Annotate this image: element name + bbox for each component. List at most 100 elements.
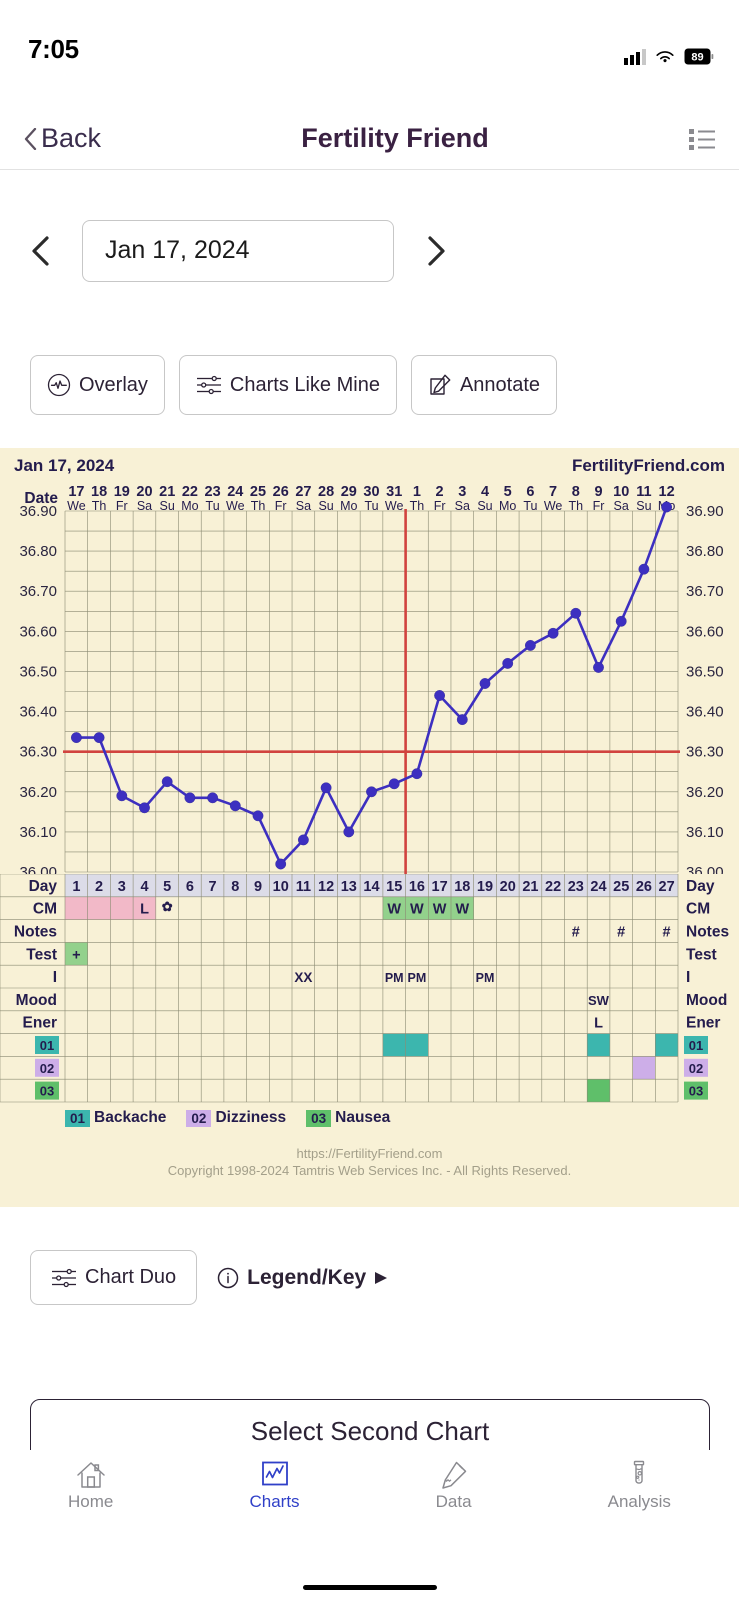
svg-text:9: 9 [594, 484, 602, 500]
svg-text:36.90: 36.90 [686, 503, 724, 520]
svg-text:13: 13 [341, 879, 357, 895]
svg-text:9: 9 [254, 879, 262, 895]
svg-text:6: 6 [526, 484, 534, 500]
svg-text:19: 19 [114, 484, 130, 500]
svg-text:Notes: Notes [14, 924, 57, 941]
svg-text:21: 21 [159, 484, 175, 500]
svg-text:26: 26 [636, 879, 652, 895]
svg-text:36.50: 36.50 [686, 663, 724, 680]
svg-text:3: 3 [118, 879, 126, 895]
svg-text:17: 17 [68, 484, 84, 500]
svg-text:L: L [594, 1016, 603, 1032]
svg-text:4: 4 [140, 879, 148, 895]
svg-text:36.70: 36.70 [19, 583, 57, 600]
svg-text:18: 18 [91, 484, 107, 500]
svg-text:Test: Test [26, 946, 57, 963]
svg-text:5: 5 [163, 879, 171, 895]
svg-text:31: 31 [386, 484, 402, 500]
svg-text:23: 23 [205, 484, 221, 500]
svg-text:I: I [686, 969, 690, 986]
svg-text:5: 5 [504, 484, 512, 500]
svg-text:22: 22 [182, 484, 198, 500]
svg-text:03: 03 [689, 1084, 703, 1099]
svg-text:02: 02 [40, 1061, 54, 1076]
svg-text:20: 20 [500, 879, 516, 895]
svg-text:36.30: 36.30 [19, 744, 57, 761]
svg-text:Mood: Mood [686, 992, 727, 1009]
svg-text:8: 8 [231, 879, 239, 895]
svg-text:02: 02 [689, 1061, 703, 1076]
svg-text:36.10: 36.10 [19, 824, 57, 841]
svg-text:XX: XX [294, 970, 312, 985]
svg-text:SW: SW [588, 993, 610, 1008]
svg-text:PM: PM [408, 971, 427, 985]
svg-text:Ener: Ener [23, 1015, 57, 1032]
svg-text:26: 26 [273, 484, 289, 500]
svg-text:19: 19 [477, 879, 493, 895]
svg-text:36.40: 36.40 [19, 704, 57, 721]
svg-text:36.70: 36.70 [686, 583, 724, 600]
svg-text:01: 01 [40, 1038, 54, 1053]
svg-text:Ener: Ener [686, 1015, 720, 1032]
svg-text:36.80: 36.80 [686, 543, 724, 560]
svg-text:14: 14 [363, 879, 379, 895]
svg-text:24: 24 [227, 484, 243, 500]
svg-text:16: 16 [409, 879, 425, 895]
svg-text:30: 30 [363, 484, 379, 500]
svg-text:L: L [140, 902, 149, 918]
svg-text:W: W [455, 902, 469, 918]
svg-text:36.20: 36.20 [686, 784, 724, 801]
svg-text:Day: Day [686, 878, 715, 895]
svg-text:10: 10 [273, 879, 289, 895]
svg-text:Day: Day [29, 878, 58, 895]
svg-text:W: W [433, 902, 447, 918]
svg-text:89: 89 [691, 52, 703, 64]
svg-text:Mood: Mood [16, 992, 57, 1009]
svg-text:✿: ✿ [162, 899, 173, 914]
svg-text:7: 7 [549, 484, 557, 500]
svg-text:CM: CM [33, 901, 57, 918]
svg-text:36.40: 36.40 [686, 704, 724, 721]
svg-text:18: 18 [454, 879, 470, 895]
svg-text:36.00: 36.00 [686, 864, 724, 874]
svg-text:24: 24 [590, 879, 606, 895]
svg-text:1: 1 [413, 484, 421, 500]
svg-text:03: 03 [40, 1084, 54, 1099]
svg-text:2: 2 [436, 484, 444, 500]
svg-text:25: 25 [250, 484, 266, 500]
svg-text:01: 01 [689, 1038, 703, 1053]
svg-text:36.50: 36.50 [19, 663, 57, 680]
svg-text:Test: Test [686, 946, 717, 963]
svg-text:15: 15 [386, 879, 402, 895]
svg-text:CM: CM [686, 901, 710, 918]
svg-text:PM: PM [476, 971, 495, 985]
svg-text:27: 27 [295, 484, 311, 500]
svg-text:+: + [72, 947, 80, 963]
svg-text:36.60: 36.60 [686, 623, 724, 640]
svg-text:17: 17 [432, 879, 448, 895]
svg-text:8: 8 [572, 484, 580, 500]
svg-text:10: 10 [613, 484, 629, 500]
svg-text:28: 28 [318, 484, 334, 500]
svg-text:36.20: 36.20 [19, 784, 57, 801]
svg-text:36.80: 36.80 [19, 543, 57, 560]
svg-text:23: 23 [568, 879, 584, 895]
svg-text:Notes: Notes [686, 924, 729, 941]
svg-text:W: W [387, 902, 401, 918]
svg-text:12: 12 [659, 484, 675, 500]
svg-text:11: 11 [296, 879, 311, 895]
svg-text:W: W [410, 902, 424, 918]
svg-text:29: 29 [341, 484, 357, 500]
svg-text:25: 25 [613, 879, 629, 895]
svg-text:2: 2 [95, 879, 103, 895]
svg-text:6: 6 [186, 879, 194, 895]
svg-text:#: # [617, 925, 625, 941]
svg-text:36.90: 36.90 [19, 503, 57, 520]
svg-text:36.00: 36.00 [19, 864, 57, 874]
svg-text:20: 20 [136, 484, 152, 500]
svg-text:7: 7 [209, 879, 217, 895]
svg-text:#: # [663, 925, 671, 941]
svg-text:36.10: 36.10 [686, 824, 724, 841]
svg-text:36.30: 36.30 [686, 744, 724, 761]
svg-text:PM: PM [385, 971, 404, 985]
